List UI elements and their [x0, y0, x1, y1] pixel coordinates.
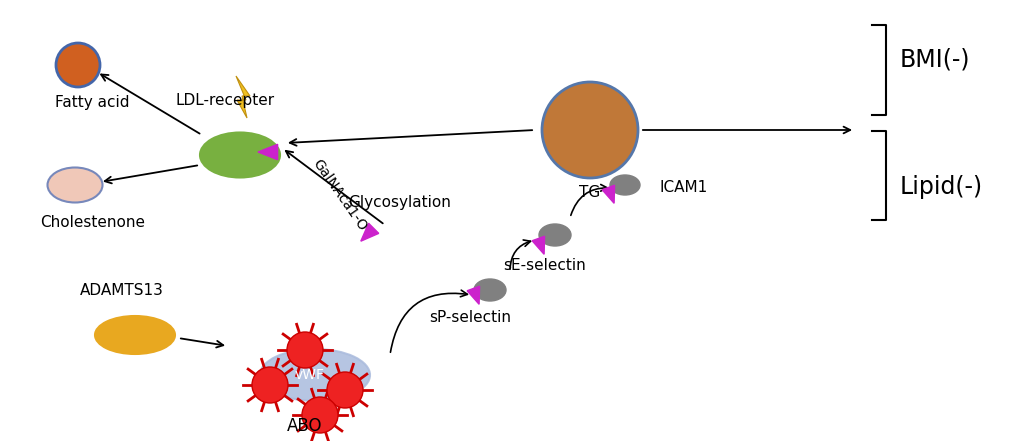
- Text: ADAMTS13: ADAMTS13: [79, 283, 164, 298]
- Text: ICAM1: ICAM1: [659, 180, 707, 195]
- Ellipse shape: [95, 316, 175, 354]
- Ellipse shape: [260, 349, 370, 401]
- Polygon shape: [532, 236, 544, 254]
- Circle shape: [302, 397, 337, 433]
- Ellipse shape: [538, 224, 571, 246]
- Text: sP-selectin: sP-selectin: [429, 310, 511, 325]
- Text: Glycosylation: Glycosylation: [348, 195, 451, 210]
- Circle shape: [56, 43, 100, 87]
- Polygon shape: [601, 185, 614, 203]
- Ellipse shape: [609, 175, 639, 195]
- Text: sE-selectin: sE-selectin: [503, 258, 586, 273]
- Polygon shape: [235, 76, 250, 118]
- Text: LDL-recepter: LDL-recepter: [175, 93, 274, 108]
- Text: Fatty acid: Fatty acid: [55, 95, 129, 110]
- Text: TG: TG: [579, 185, 600, 200]
- Polygon shape: [361, 223, 378, 241]
- Polygon shape: [258, 144, 277, 160]
- Circle shape: [286, 332, 323, 368]
- Text: BMI(-): BMI(-): [899, 48, 969, 72]
- Circle shape: [252, 367, 287, 403]
- Text: Lipid(-): Lipid(-): [899, 175, 982, 199]
- Text: Cholestenone: Cholestenone: [40, 215, 145, 230]
- Circle shape: [327, 372, 363, 408]
- Polygon shape: [467, 286, 479, 304]
- Ellipse shape: [474, 279, 505, 301]
- Text: vWF: vWF: [294, 368, 325, 382]
- Ellipse shape: [48, 168, 102, 202]
- Circle shape: [541, 82, 637, 178]
- Text: GalNAca1-O: GalNAca1-O: [310, 157, 369, 233]
- Ellipse shape: [200, 132, 280, 177]
- Text: ABO: ABO: [287, 417, 322, 435]
